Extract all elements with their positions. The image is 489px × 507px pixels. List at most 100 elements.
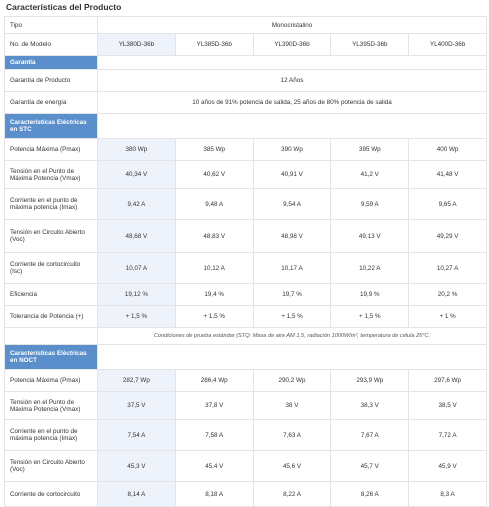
row-label: Potencia Máxima (Pmax) xyxy=(4,138,98,161)
table-row: Tolerancia de Potencia (+) + 1,5 % + 1,5… xyxy=(4,305,487,328)
row-label: Tolerancia de Potencia (+) xyxy=(4,305,98,328)
cell: + 1,5 % xyxy=(174,305,254,328)
row-label: Tensión en Circuito Abierto (Voc) xyxy=(4,450,98,482)
cell: 40,62 V xyxy=(174,160,254,189)
cell: 45,7 V xyxy=(330,450,410,482)
cell: + 1,5 % xyxy=(330,305,410,328)
cell: 10 años de 91% potencia de salida, 25 añ… xyxy=(97,91,487,114)
cell: 400 Wp xyxy=(408,138,487,161)
cell: 37,8 V xyxy=(174,391,254,420)
section-header-row: Características Eléctricas en NOCT xyxy=(4,344,487,370)
row-label: Tipo xyxy=(4,16,98,34)
table-row: Eficiencia 19,12 % 19,4 % 19,7 % 19,9 % … xyxy=(4,283,487,306)
cell: 45,3 V xyxy=(97,450,176,482)
cell: 10,22 A xyxy=(330,252,410,284)
cell: 49,13 V xyxy=(330,219,410,253)
table-row: Garantía de Producto 12 Años xyxy=(4,69,487,92)
cell: + 1 % xyxy=(408,305,487,328)
row-label: Corriente de cortocircuito xyxy=(4,481,98,507)
table-row: Tensión en el Punto de Máxima Potencia (… xyxy=(4,160,487,189)
cell: 45,6 V xyxy=(252,450,332,482)
cell: 297,6 Wp xyxy=(408,369,487,392)
cell: 293,9 Wp xyxy=(330,369,410,392)
section-header-row: Características Eléctricas en STC xyxy=(4,113,487,139)
table-row: Tensión en Circuito Abierto (Voc) 48,68 … xyxy=(4,219,487,253)
cell: 7,67 A xyxy=(330,419,410,451)
cell: 290,2 Wp xyxy=(252,369,332,392)
table-row: Tipo Monocristalino xyxy=(4,16,487,34)
section-header-row: Garantía xyxy=(4,55,487,70)
cell: 10,17 A xyxy=(252,252,332,284)
table-row: Tensión en Circuito Abierto (Voc) 45,3 V… xyxy=(4,450,487,482)
cell: YL390D-36b xyxy=(252,33,332,56)
table-row: Corriente en el punto de máxima potencia… xyxy=(4,188,487,220)
cell: 8,22 A xyxy=(252,481,332,507)
cell: 19,12 % xyxy=(97,283,176,306)
cell: 19,7 % xyxy=(252,283,332,306)
section-header: Características Eléctricas en STC xyxy=(4,113,98,139)
cell: 19,4 % xyxy=(174,283,254,306)
test-conditions-note: Condiciones de prueba estándar (STQ: Mas… xyxy=(97,327,487,345)
cell: + 1,5 % xyxy=(252,305,332,328)
table-row: Corriente de cortocircuito (Isc) 10,07 A… xyxy=(4,252,487,284)
cell: 48,98 V xyxy=(252,219,332,253)
table-row: Garantía de energía 10 años de 91% poten… xyxy=(4,91,487,114)
cell: 41,48 V xyxy=(408,160,487,189)
cell: 282,7 Wp xyxy=(97,369,176,392)
row-label: Tensión en Circuito Abierto (Voc) xyxy=(4,219,98,253)
section-header: Características Eléctricas en NOCT xyxy=(4,344,98,370)
cell: 38,3 V xyxy=(330,391,410,420)
table-row: Corriente de cortocircuito 8,14 A 8,18 A… xyxy=(4,481,487,507)
row-label: Corriente de cortocircuito (Isc) xyxy=(4,252,98,284)
cell: 395 Wp xyxy=(330,138,410,161)
row-label: Garantía de Producto xyxy=(4,69,98,92)
cell: 7,58 A xyxy=(174,419,254,451)
row-label: Corriente en el punto de máxima potencia… xyxy=(4,188,98,220)
row-label: Tensión en el Punto de Máxima Potencia (… xyxy=(4,160,98,189)
section-header: Garantía xyxy=(4,55,98,70)
table-row: Tensión en el Punto de Máxima Potencia (… xyxy=(4,391,487,420)
row-label: Garantía de energía xyxy=(4,91,98,114)
cell: 10,12 A xyxy=(174,252,254,284)
cell: 10,27 A xyxy=(408,252,487,284)
cell: YL380D-36b xyxy=(97,33,176,56)
cell: 9,54 A xyxy=(252,188,332,220)
cell: 38,5 V xyxy=(408,391,487,420)
page-title: Características del Producto xyxy=(6,2,122,12)
cell: 9,48 A xyxy=(174,188,254,220)
cell: 48,68 V xyxy=(97,219,176,253)
cell: YL395D-36b xyxy=(330,33,410,56)
row-label: Tensión en el Punto de Máxima Potencia (… xyxy=(4,391,98,420)
cell: YL385D-36b xyxy=(174,33,254,56)
cell: 7,72 A xyxy=(408,419,487,451)
cell: 8,26 A xyxy=(330,481,410,507)
row-label: Potencia Máxima (Pmax) xyxy=(4,369,98,392)
cell: 390 Wp xyxy=(252,138,332,161)
cell: Monocristalino xyxy=(97,16,487,34)
specs-table: Tipo Monocristalino No. de Modelo YL380D… xyxy=(4,16,487,507)
cell: 40,91 V xyxy=(252,160,332,189)
cell: 9,42 A xyxy=(97,188,176,220)
cell: 45,9 V xyxy=(408,450,487,482)
cell: 41,2 V xyxy=(330,160,410,189)
cell: 8,18 A xyxy=(174,481,254,507)
cell: 9,65 A xyxy=(408,188,487,220)
cell: 7,63 A xyxy=(252,419,332,451)
cell: 48,83 V xyxy=(174,219,254,253)
cell: 40,34 V xyxy=(97,160,176,189)
cell: 37,5 V xyxy=(97,391,176,420)
table-row: Potencia Máxima (Pmax) 380 Wp 385 Wp 390… xyxy=(4,138,487,161)
cell: 45,4 V xyxy=(174,450,254,482)
table-row: Condiciones de prueba estándar (STQ: Mas… xyxy=(4,327,487,345)
cell: 8,3 A xyxy=(408,481,487,507)
cell: 7,54 A xyxy=(97,419,176,451)
cell: YL400D-36b xyxy=(408,33,487,56)
cell: 9,59 A xyxy=(330,188,410,220)
cell: 10,07 A xyxy=(97,252,176,284)
cell: 19,9 % xyxy=(330,283,410,306)
table-row: Potencia Máxima (Pmax) 282,7 Wp 286,4 Wp… xyxy=(4,369,487,392)
cell: 385 Wp xyxy=(174,138,254,161)
cell: 38 V xyxy=(252,391,332,420)
row-label: Eficiencia xyxy=(4,283,98,306)
row-label: Corriente en el punto de máxima potencia… xyxy=(4,419,98,451)
